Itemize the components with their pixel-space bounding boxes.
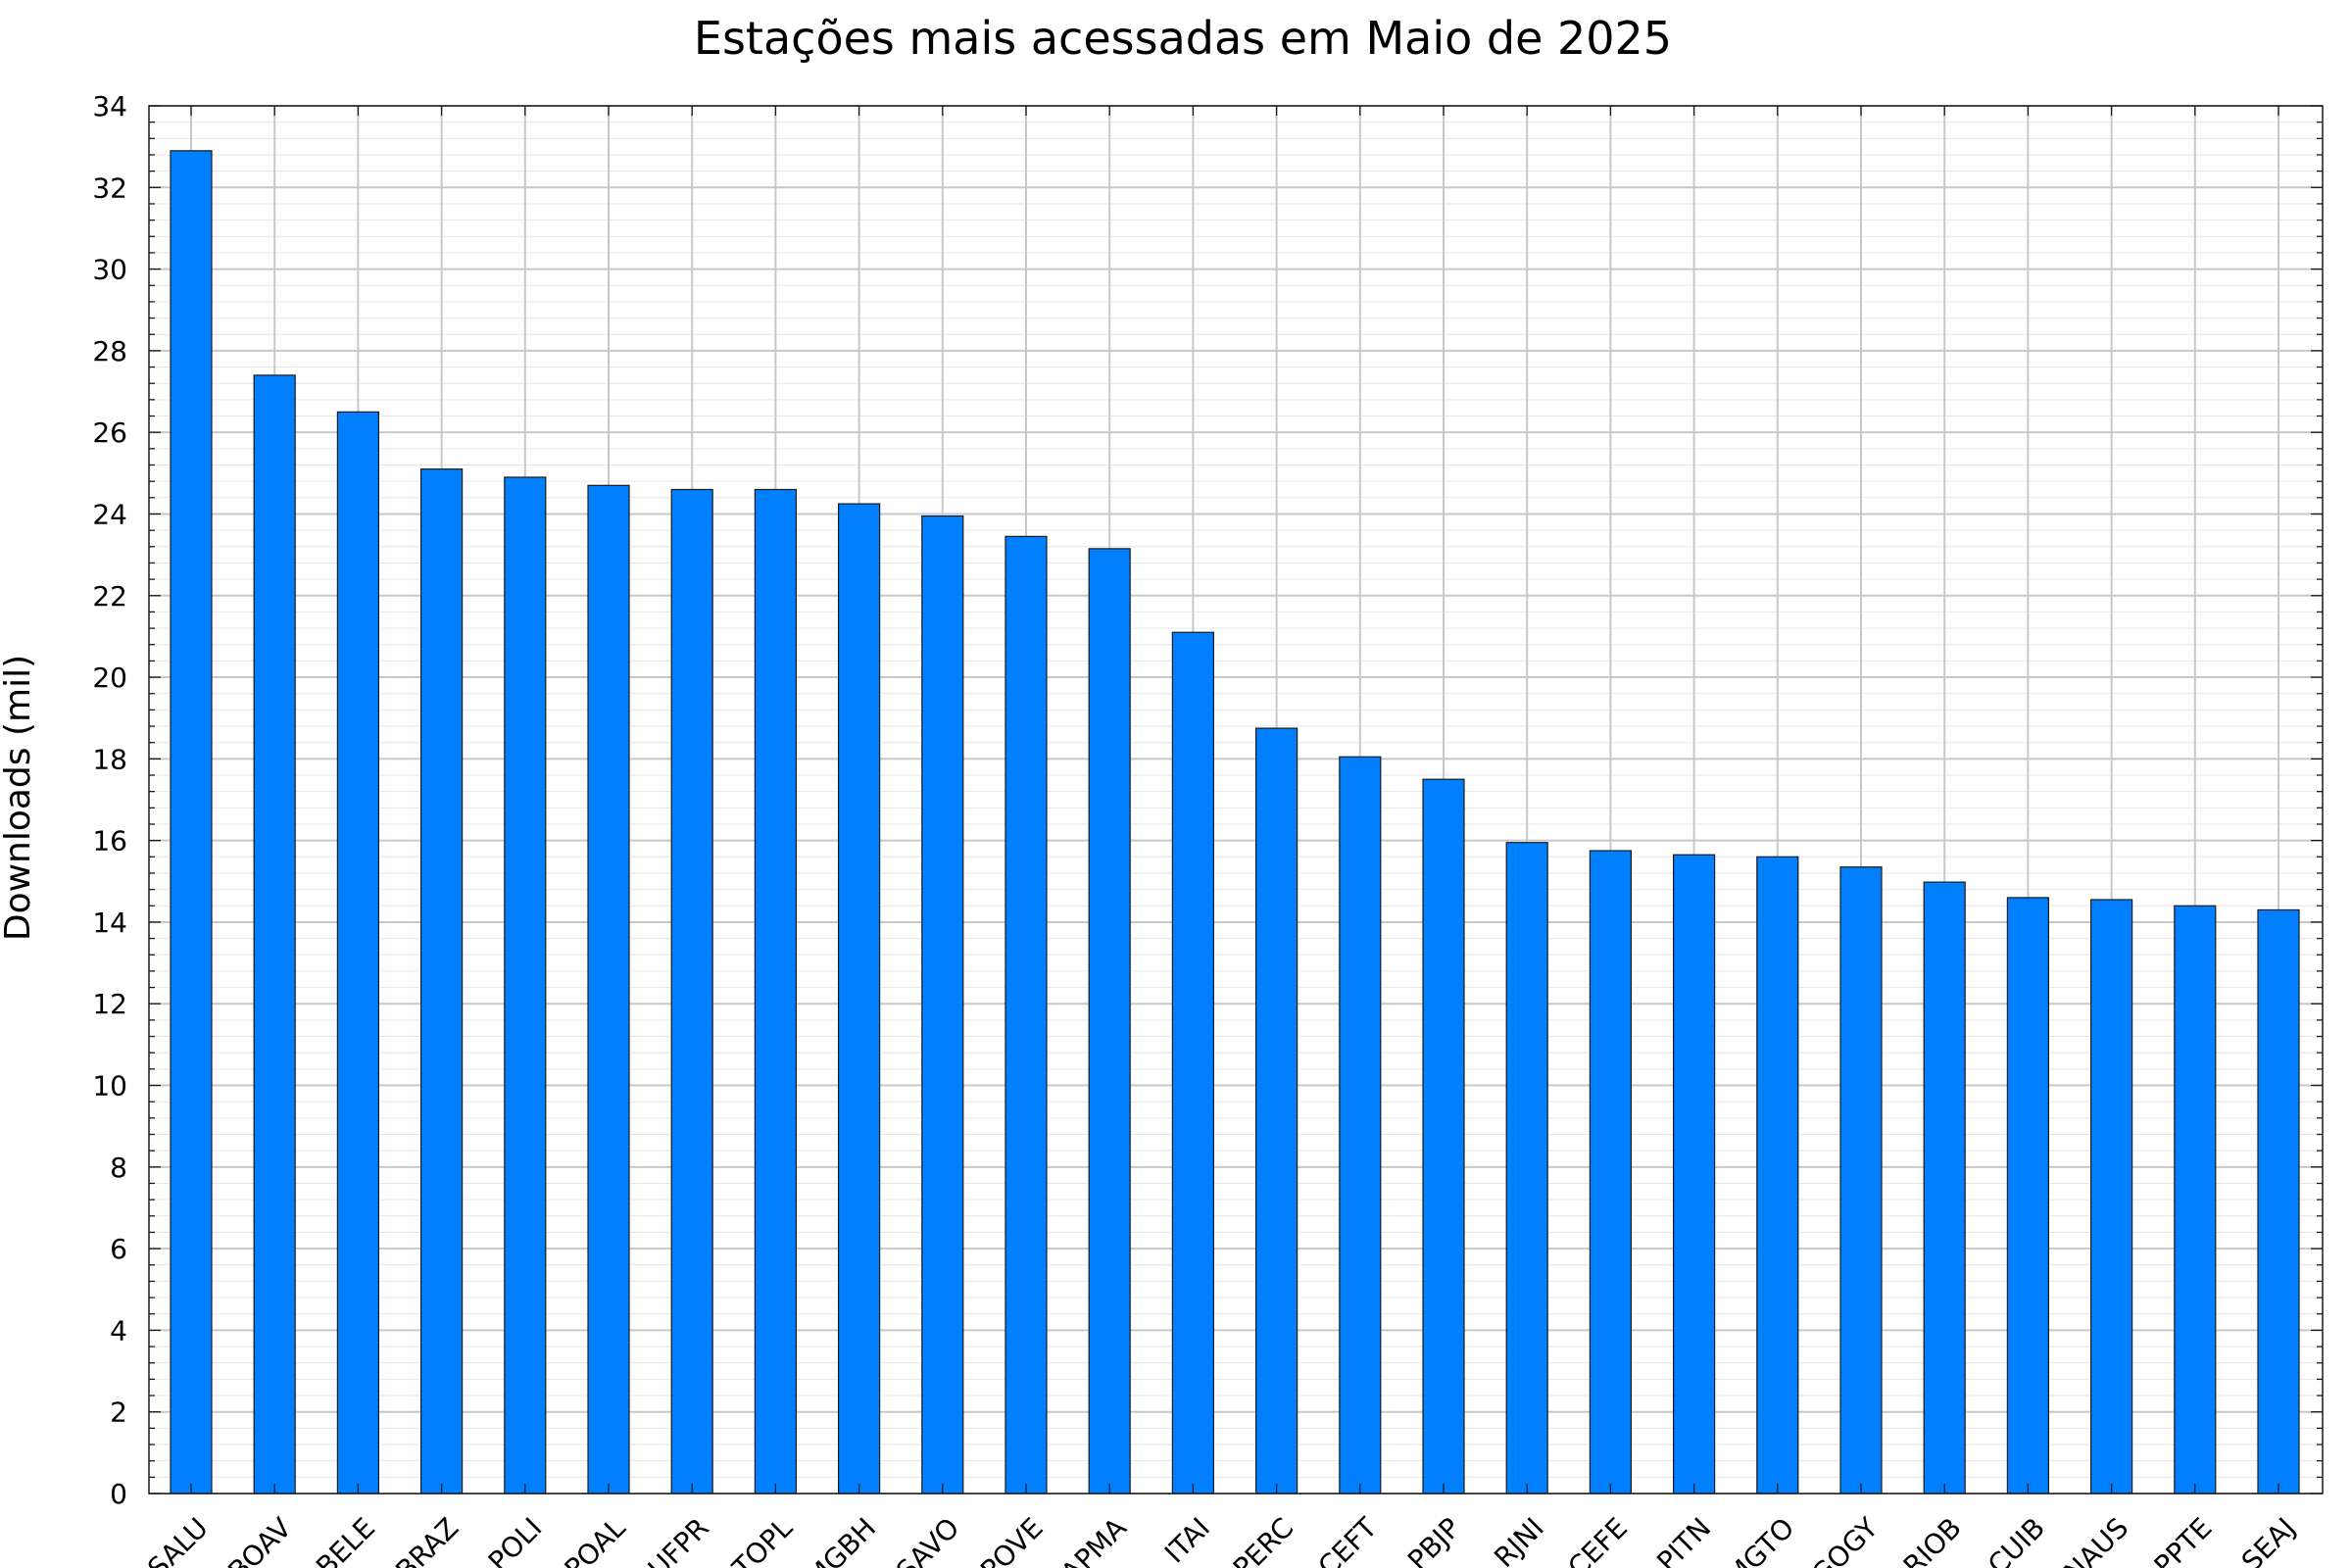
y-tick-label: 4: [110, 1314, 127, 1347]
bar-salu: [170, 150, 213, 1494]
y-tick-label: 28: [92, 335, 127, 368]
y-tick-label: 24: [92, 498, 127, 530]
x-tick-label: NAUS: [2058, 1511, 2135, 1568]
bar-riob: [1923, 881, 1966, 1494]
x-tick-label: BRAZ: [389, 1511, 465, 1568]
y-tick-label: 34: [92, 90, 127, 122]
y-tick-label: 32: [92, 172, 127, 204]
bar-cefe: [1589, 850, 1633, 1494]
x-axis-ticks: SALU BOAV BELE BRAZ POLI POAL UFPR TOPL MGBH SAVO…: [141, 106, 2302, 1568]
y-tick-label: 2: [110, 1396, 127, 1429]
y-tick-label: 6: [110, 1233, 127, 1265]
bar-poal: [587, 484, 630, 1494]
x-tick-label: RIOB: [1897, 1511, 1968, 1568]
x-tick-label: POLI: [482, 1511, 549, 1568]
x-tick-label: APMA: [1054, 1511, 1132, 1568]
x-tick-label: BELE: [310, 1511, 381, 1568]
x-tick-label: PBJP: [1401, 1511, 1467, 1568]
bar-braz: [420, 468, 464, 1494]
x-tick-label: CEFT: [1312, 1511, 1384, 1568]
x-tick-label: UFPR: [642, 1511, 715, 1568]
x-tick-label: PERC: [1227, 1511, 1299, 1568]
y-tick-label: 10: [92, 1070, 127, 1102]
x-tick-label: MGBH: [800, 1511, 882, 1568]
x-tick-label: ITAI: [1158, 1511, 1216, 1568]
bars: [170, 150, 2300, 1494]
y-tick-label: 18: [92, 743, 127, 775]
x-tick-label: BOAV: [221, 1511, 298, 1568]
bar-rjni: [1505, 842, 1548, 1494]
bar-pbjp: [1422, 778, 1465, 1494]
bar-savo: [921, 514, 964, 1494]
bar-apma: [1088, 548, 1131, 1494]
bar-seaj: [2257, 908, 2300, 1494]
x-tick-label: CUIB: [1982, 1511, 2051, 1568]
x-tick-label: POAL: [559, 1511, 632, 1568]
y-tick-label: 16: [92, 825, 127, 858]
y-tick-label: 14: [92, 906, 127, 939]
y-tick-label: 12: [92, 988, 127, 1020]
bar-poli: [504, 476, 547, 1494]
x-tick-label: SEAJ: [2235, 1511, 2302, 1568]
bar-mgto: [1756, 856, 1799, 1494]
bar-perc: [1254, 727, 1298, 1494]
x-tick-label: PITN: [1650, 1511, 1717, 1568]
bar-pitn: [1672, 854, 1716, 1494]
x-tick-label: POVE: [974, 1511, 1050, 1568]
x-tick-label: CEFE: [1561, 1511, 1634, 1568]
x-tick-label: MGTO: [1720, 1511, 1801, 1568]
x-tick-label: SALU: [141, 1511, 214, 1568]
chart-title: Estações mais acessadas em Maio de 2025: [694, 12, 1672, 65]
y-tick-label: 8: [110, 1152, 127, 1184]
bar-itai: [1171, 631, 1215, 1494]
bar-boav: [253, 374, 296, 1494]
grid: [149, 105, 2323, 1494]
bar-naus: [2090, 899, 2133, 1494]
x-tick-label: RJNI: [1488, 1511, 1550, 1568]
plot-frame: [148, 105, 2324, 1494]
bar-topl: [754, 488, 798, 1494]
y-axis-label: Downloads (mil): [0, 655, 38, 941]
y-tick-label: 22: [92, 580, 127, 612]
bar-bele: [336, 411, 379, 1494]
bar-gogy: [1839, 866, 1883, 1494]
bar-cuib: [2006, 897, 2049, 1494]
x-tick-label: PPTE: [2148, 1511, 2219, 1568]
bar-mgbh: [837, 503, 881, 1494]
bar-pove: [1004, 535, 1048, 1494]
x-tick-label: TOPL: [725, 1511, 799, 1568]
bar-ppte: [2174, 905, 2217, 1494]
bar-ufpr: [670, 488, 713, 1494]
y-tick-label: 26: [92, 416, 127, 449]
y-tick-label: 0: [110, 1478, 127, 1510]
bar-ceft: [1339, 756, 1382, 1494]
plot-border: [148, 105, 2324, 1494]
y-tick-label: 30: [92, 254, 127, 286]
y-tick-label: 20: [92, 662, 127, 694]
x-tick-label: GOGY: [1805, 1511, 1885, 1568]
x-tick-label: SAVO: [890, 1511, 965, 1568]
